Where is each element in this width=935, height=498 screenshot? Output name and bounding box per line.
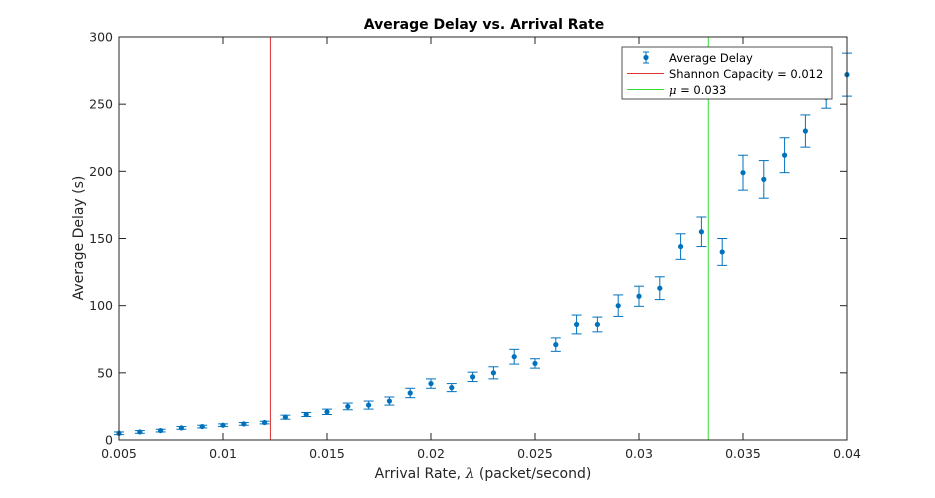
data-point — [740, 170, 746, 176]
data-point — [158, 427, 164, 434]
data-point — [199, 423, 205, 430]
data-point — [553, 342, 559, 348]
y-tick-label: 100 — [89, 298, 113, 313]
data-point — [407, 390, 413, 396]
legend-label-average-delay: Average Delay — [669, 51, 753, 65]
lambda-symbol: λ — [465, 466, 475, 482]
data-point — [657, 285, 663, 291]
error-bars — [114, 52, 852, 436]
data-point — [802, 128, 809, 134]
data-point — [282, 414, 288, 420]
data-point — [241, 421, 247, 427]
data-point — [470, 374, 476, 380]
data-markers — [116, 72, 850, 436]
x-axis-ticks: 0.005 0.01 0.015 0.02 0.025 0.03 0.035 0.04 — [101, 37, 861, 461]
data-point — [178, 425, 184, 431]
legend-label-shannon-capacity: Shannon Capacity = 0.012 — [669, 67, 823, 81]
data-point — [137, 429, 143, 435]
x-tick-label: 0.005 — [101, 446, 137, 461]
legend-marker-icon — [643, 54, 649, 61]
data-point — [324, 409, 330, 415]
data-point — [594, 321, 601, 328]
y-axis-ticks: 0 50 100 150 200 250 300 — [89, 30, 847, 448]
x-tick-label: 0.01 — [209, 446, 237, 461]
legend-entry-mu: μ = 0.033 — [627, 83, 726, 97]
y-tick-label: 0 — [105, 433, 113, 448]
legend-label-mu-suffix: = 0.033 — [676, 83, 726, 97]
data-point — [220, 422, 226, 428]
data-point — [490, 370, 496, 376]
x-tick-label: 0.03 — [625, 446, 653, 461]
data-point — [636, 293, 642, 299]
legend-entry-average-delay: Average Delay — [643, 51, 753, 65]
x-tick-label: 0.015 — [309, 446, 345, 461]
mu-symbol: μ — [669, 83, 676, 97]
data-point — [449, 385, 455, 391]
x-axis-label-prefix: Arrival Rate, — [375, 466, 466, 482]
x-tick-label: 0.035 — [725, 446, 761, 461]
data-point — [532, 360, 538, 367]
chart-title: Average Delay vs. Arrival Rate — [364, 17, 604, 33]
x-axis-label-suffix: (packet/second) — [474, 466, 591, 482]
data-point — [761, 176, 767, 182]
data-point — [511, 354, 517, 360]
data-point — [262, 419, 268, 426]
y-axis-label: Average Delay (s) — [71, 176, 87, 301]
data-point — [678, 243, 684, 250]
x-axis-label: Arrival Rate, λ (packet/second) — [375, 466, 592, 482]
data-point — [386, 398, 392, 404]
legend: Average Delay Shannon Capacity = 0.012 μ… — [621, 46, 833, 100]
data-point — [615, 303, 621, 309]
data-point — [303, 411, 309, 418]
x-tick-label: 0.02 — [417, 446, 445, 461]
y-tick-label: 250 — [89, 97, 113, 112]
data-point — [428, 380, 434, 387]
reference-lines — [269, 37, 709, 440]
data-point — [782, 152, 788, 158]
data-point — [345, 403, 351, 410]
y-tick-label: 50 — [97, 365, 113, 380]
y-tick-label: 300 — [89, 30, 113, 45]
data-point — [574, 321, 580, 328]
data-point — [366, 402, 372, 408]
data-point — [719, 249, 725, 255]
data-point — [698, 229, 705, 235]
x-tick-label: 0.04 — [833, 446, 861, 461]
legend-label-mu: μ = 0.033 — [669, 83, 726, 97]
x-tick-label: 0.025 — [517, 446, 553, 461]
legend-entry-shannon-capacity: Shannon Capacity = 0.012 — [627, 67, 823, 81]
y-tick-label: 200 — [89, 164, 113, 179]
y-tick-label: 150 — [89, 231, 113, 246]
